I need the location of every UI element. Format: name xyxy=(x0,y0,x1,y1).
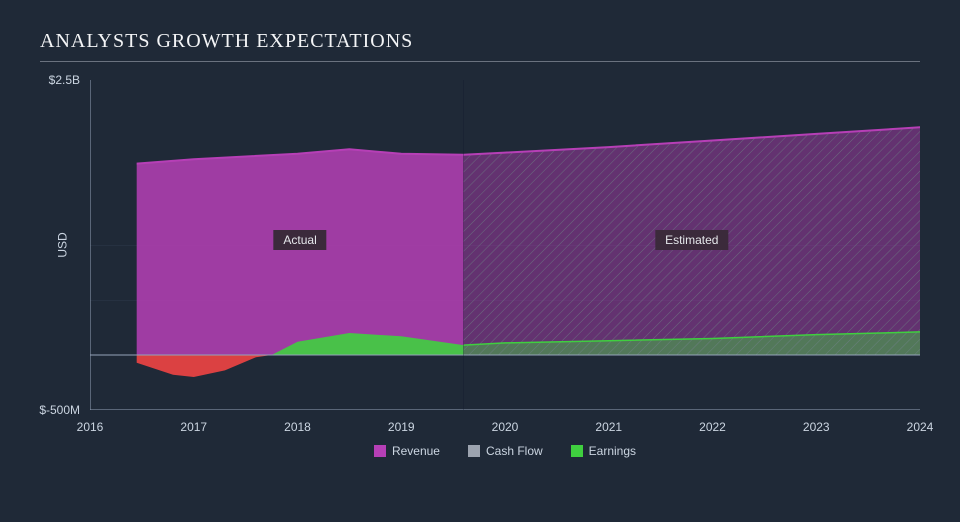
earnings-neg-actual xyxy=(137,355,272,377)
legend-item-revenue: Revenue xyxy=(374,444,440,458)
chart-title: ANALYSTS GROWTH EXPECTATIONS xyxy=(40,30,920,53)
x-tick-label: 2024 xyxy=(907,420,934,434)
x-tick-label: 2021 xyxy=(595,420,622,434)
x-tick-label: 2023 xyxy=(803,420,830,434)
x-tick-label: 2017 xyxy=(180,420,207,434)
legend-label: Revenue xyxy=(392,444,440,458)
region-label-estimated: Estimated xyxy=(655,230,728,250)
x-tick-label: 2019 xyxy=(388,420,415,434)
legend-swatch xyxy=(571,445,583,457)
x-tick-label: 2022 xyxy=(699,420,726,434)
x-tick-label: 2018 xyxy=(284,420,311,434)
x-tick-label: 2016 xyxy=(77,420,104,434)
chart-svg xyxy=(90,80,920,410)
legend-item-cashflow: Cash Flow xyxy=(468,444,543,458)
legend-item-earnings: Earnings xyxy=(571,444,636,458)
y-tick-label: $2.5B xyxy=(49,73,90,87)
y-axis-title: USD xyxy=(56,232,70,257)
legend-label: Cash Flow xyxy=(486,444,543,458)
x-tick-label: 2020 xyxy=(492,420,519,434)
legend-swatch xyxy=(468,445,480,457)
title-divider xyxy=(40,61,920,62)
y-tick-label: $-500M xyxy=(39,403,90,417)
region-label-actual: Actual xyxy=(273,230,326,250)
legend-swatch xyxy=(374,445,386,457)
legend: Revenue Cash Flow Earnings xyxy=(90,444,920,460)
legend-label: Earnings xyxy=(589,444,636,458)
chart-area: USD $2.5B$-500M2016201720182019202020212… xyxy=(90,80,920,410)
